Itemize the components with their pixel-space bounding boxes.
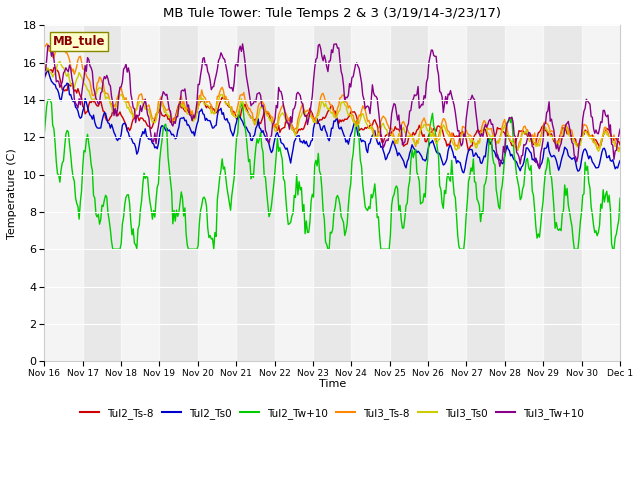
Tul2_Ts0 <box>466 146 474 152</box>
Tul2_Ts-8 <box>50 65 58 71</box>
Tul2_Tw+10 <box>109 246 116 252</box>
Tul3_Ts-8 <box>221 95 228 100</box>
Tul3_Ts-8 <box>514 147 522 153</box>
Bar <box>505 25 543 361</box>
Tul3_Tw+10 <box>566 125 573 131</box>
Tul3_Tw+10 <box>284 120 292 126</box>
Tul2_Ts-8 <box>221 95 228 101</box>
Tul3_Ts-8 <box>392 141 399 147</box>
Tul3_Tw+10 <box>536 166 543 171</box>
Tul2_Tw+10 <box>392 183 400 189</box>
Bar <box>198 25 236 361</box>
X-axis label: Time: Time <box>319 379 346 389</box>
Tul3_Ts-8 <box>566 133 573 139</box>
Line: Tul2_Ts-8: Tul2_Ts-8 <box>44 68 620 151</box>
Tul2_Ts-8 <box>40 73 48 79</box>
Tul2_Ts0 <box>616 158 624 164</box>
Tul2_Tw+10 <box>566 209 573 215</box>
Tul2_Tw+10 <box>44 97 52 103</box>
Line: Tul2_Ts0: Tul2_Ts0 <box>44 69 620 173</box>
Tul2_Tw+10 <box>616 195 624 201</box>
Tul3_Ts0 <box>40 60 48 66</box>
Tul3_Ts-8 <box>284 118 292 124</box>
Tul2_Ts0 <box>566 154 573 160</box>
Tul3_Ts0 <box>364 122 371 128</box>
Tul3_Ts-8 <box>616 144 624 150</box>
Tul2_Ts-8 <box>465 148 472 154</box>
Tul2_Tw+10 <box>285 221 293 227</box>
Tul2_Ts0 <box>364 150 371 156</box>
Tul3_Tw+10 <box>616 126 624 132</box>
Tul3_Ts0 <box>221 98 228 104</box>
Bar <box>351 25 390 361</box>
Title: MB Tule Tower: Tule Temps 2 & 3 (3/19/14-3/23/17): MB Tule Tower: Tule Temps 2 & 3 (3/19/14… <box>163 7 501 20</box>
Tul3_Tw+10 <box>239 41 246 47</box>
Tul2_Ts0 <box>284 150 292 156</box>
Text: MB_tule: MB_tule <box>53 36 106 48</box>
Tul3_Ts0 <box>465 133 472 139</box>
Tul3_Ts-8 <box>465 132 472 138</box>
Line: Tul3_Tw+10: Tul3_Tw+10 <box>44 44 620 168</box>
Y-axis label: Temperature (C): Temperature (C) <box>7 148 17 239</box>
Bar <box>121 25 159 361</box>
Tul2_Ts0 <box>221 116 228 122</box>
Tul2_Tw+10 <box>40 132 48 137</box>
Legend: Tul2_Ts-8, Tul2_Ts0, Tul2_Tw+10, Tul3_Ts-8, Tul3_Ts0, Tul3_Tw+10: Tul2_Ts-8, Tul2_Ts0, Tul2_Tw+10, Tul3_Ts… <box>76 404 588 423</box>
Tul2_Ts0 <box>44 66 52 72</box>
Tul3_Ts-8 <box>56 37 64 43</box>
Tul3_Ts0 <box>56 59 64 64</box>
Line: Tul2_Tw+10: Tul2_Tw+10 <box>44 100 620 249</box>
Tul2_Ts-8 <box>566 132 573 138</box>
Tul3_Tw+10 <box>465 97 472 103</box>
Bar <box>582 25 620 361</box>
Tul2_Tw+10 <box>466 174 474 180</box>
Tul2_Ts-8 <box>392 124 399 130</box>
Tul2_Ts0 <box>40 76 48 82</box>
Tul3_Ts0 <box>616 146 624 152</box>
Tul3_Ts0 <box>615 149 623 155</box>
Tul3_Ts0 <box>564 132 572 137</box>
Bar <box>44 25 83 361</box>
Tul2_Ts-8 <box>364 124 371 130</box>
Tul3_Tw+10 <box>392 102 399 108</box>
Tul2_Ts-8 <box>466 145 474 151</box>
Bar <box>428 25 467 361</box>
Line: Tul3_Ts-8: Tul3_Ts-8 <box>44 40 620 150</box>
Tul3_Ts0 <box>284 121 292 127</box>
Tul3_Tw+10 <box>364 103 371 109</box>
Tul3_Ts0 <box>392 138 399 144</box>
Tul2_Ts-8 <box>616 142 624 148</box>
Tul2_Tw+10 <box>365 204 372 210</box>
Tul2_Ts0 <box>392 144 399 150</box>
Bar <box>275 25 313 361</box>
Tul3_Ts-8 <box>40 44 48 50</box>
Tul2_Tw+10 <box>222 175 230 180</box>
Tul3_Tw+10 <box>220 56 227 61</box>
Tul3_Ts-8 <box>364 119 371 124</box>
Tul2_Ts0 <box>460 170 468 176</box>
Line: Tul3_Ts0: Tul3_Ts0 <box>44 61 620 152</box>
Tul3_Tw+10 <box>40 68 48 73</box>
Tul2_Ts-8 <box>284 118 292 123</box>
